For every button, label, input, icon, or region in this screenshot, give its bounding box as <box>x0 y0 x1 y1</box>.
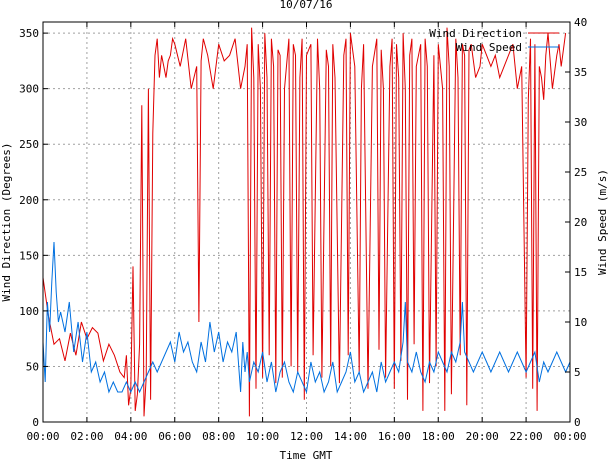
chart-title: 10/07/16 <box>280 0 333 11</box>
y-left-tick-label: 50 <box>26 360 39 373</box>
legend-label-wind-direction: Wind Direction <box>429 27 522 40</box>
legend: Wind Direction Wind Speed <box>429 27 559 54</box>
x-tick-label: 22:00 <box>510 430 543 443</box>
y-left-tick-label: 350 <box>19 27 39 40</box>
y-right-tick-label: 10 <box>574 316 587 329</box>
y-left-tick-label: 200 <box>19 194 39 207</box>
y-right-tick-label: 0 <box>574 416 581 429</box>
x-tick-label: 10:00 <box>246 430 279 443</box>
x-tick-label: 00:00 <box>553 430 586 443</box>
series-line-wind-speed <box>42 241 571 394</box>
y-axis-label-right: Wind Speed (m/s) <box>596 169 609 275</box>
y-left-tick-label: 250 <box>19 138 39 151</box>
y-right-tick-label: 40 <box>574 16 587 29</box>
y-right-tick-label: 20 <box>574 216 587 229</box>
x-tick-label: 08:00 <box>202 430 235 443</box>
x-tick-label: 12:00 <box>290 430 323 443</box>
x-tick-label: 02:00 <box>70 430 103 443</box>
x-tick-label: 06:00 <box>158 430 191 443</box>
x-axis-label: Time GMT <box>280 449 333 459</box>
x-tick-label: 14:00 <box>334 430 367 443</box>
y-right-tick-label: 15 <box>574 266 587 279</box>
y-left-tick-label: 100 <box>19 305 39 318</box>
plot-area <box>42 27 571 417</box>
series-line-wind-direction <box>42 27 567 417</box>
x-tick-label: 04:00 <box>114 430 147 443</box>
y-axis-label-left: Wind Direction (Degrees) <box>0 143 13 302</box>
legend-label-wind-speed: Wind Speed <box>456 41 522 54</box>
y-right-tick-label: 5 <box>574 366 581 379</box>
axes: 00:00 02:00 04:00 06:00 08:00 10:00 12:00 14:00… <box>19 16 587 443</box>
y-left-tick-label: 0 <box>32 416 39 429</box>
x-tick-label: 18:00 <box>422 430 455 443</box>
y-right-tick-label: 25 <box>574 166 587 179</box>
y-right-tick-label: 35 <box>574 66 587 79</box>
y-left-tick-label: 300 <box>19 83 39 96</box>
x-tick-label: 16:00 <box>378 430 411 443</box>
y-left-tick-label: 150 <box>19 249 39 262</box>
x-tick-label: 00:00 <box>26 430 59 443</box>
x-tick-label: 20:00 <box>466 430 499 443</box>
y-right-tick-label: 30 <box>574 116 587 129</box>
